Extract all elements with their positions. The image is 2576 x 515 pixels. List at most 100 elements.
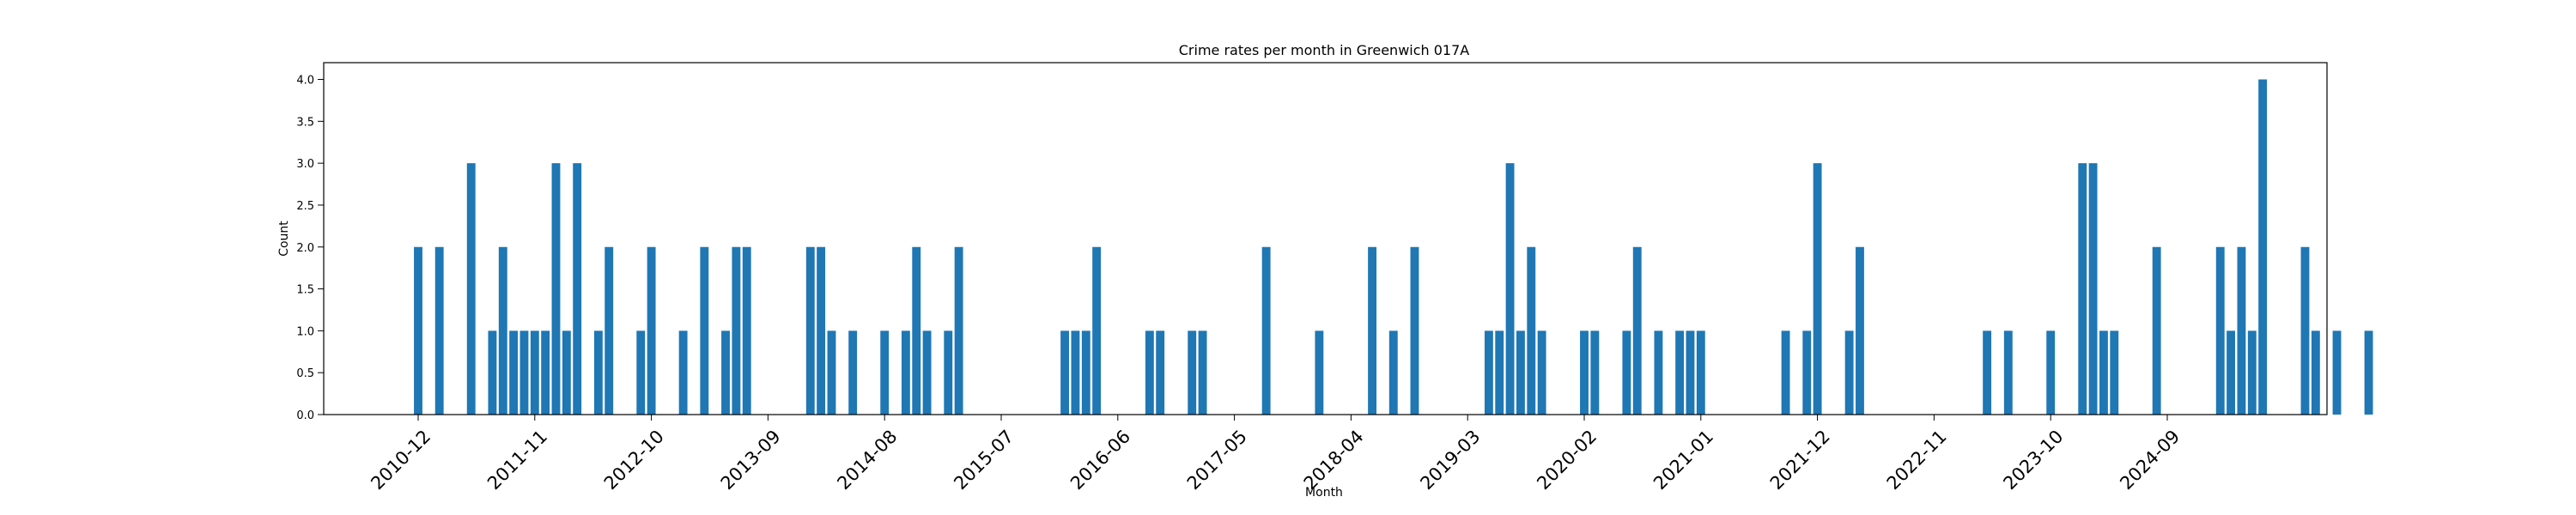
x-tick-label: 2017-05 — [1183, 426, 1251, 494]
bar — [2227, 330, 2236, 415]
bar — [1071, 330, 1080, 415]
bar — [2311, 330, 2320, 415]
bar — [1315, 330, 1324, 415]
bar — [817, 246, 826, 415]
bar — [2078, 163, 2087, 415]
x-tick-label: 2024-09 — [2116, 426, 2184, 494]
bar — [647, 246, 656, 415]
x-tick-label: 2015-07 — [950, 426, 1018, 494]
bar — [1696, 330, 1705, 415]
bar — [2088, 163, 2098, 415]
bar — [1484, 330, 1493, 415]
bar — [593, 330, 603, 415]
bar — [541, 330, 550, 415]
bar — [1622, 330, 1631, 415]
bar — [498, 246, 507, 415]
y-tick-label: 3.5 — [296, 116, 314, 129]
y-axis-label: Count — [277, 221, 291, 257]
chart-title: Crime rates per month in Greenwich 017A — [1179, 42, 1470, 58]
bar — [1156, 330, 1165, 415]
bar — [1527, 246, 1536, 415]
bar — [2300, 246, 2310, 415]
x-tick-label: 2022-11 — [1883, 426, 1951, 494]
bar — [1368, 246, 1377, 415]
x-tick-label: 2012-10 — [600, 426, 668, 494]
bar — [1516, 330, 1525, 415]
bar — [1654, 330, 1663, 415]
bar — [954, 246, 963, 415]
bar — [414, 246, 422, 415]
x-tick-label: 2021-12 — [1766, 426, 1834, 494]
bar — [1495, 330, 1504, 415]
x-tick-label: 2020-02 — [1533, 426, 1601, 494]
bar — [2099, 330, 2108, 415]
bar — [1198, 330, 1207, 415]
bar — [2247, 330, 2257, 415]
bar — [509, 330, 519, 415]
x-tick-label: 2018-04 — [1300, 426, 1368, 494]
bar — [1505, 163, 1515, 415]
x-tick-label: 2019-03 — [1416, 426, 1484, 494]
x-tick-label: 2016-06 — [1066, 426, 1134, 494]
bar — [678, 330, 688, 415]
bar — [605, 246, 614, 415]
bar — [1844, 330, 1854, 415]
y-tick-label: 1.5 — [296, 284, 314, 297]
bars-group — [414, 79, 2373, 415]
y-tick-label: 2.0 — [296, 242, 314, 255]
bar — [805, 246, 815, 415]
bar — [530, 330, 539, 415]
bar — [827, 330, 836, 415]
bar — [2110, 330, 2119, 415]
bar — [1081, 330, 1091, 415]
bar — [1856, 246, 1864, 415]
bar — [721, 330, 730, 415]
bar — [1686, 330, 1695, 415]
x-axis: 2010-12 2011-11 2012-10 2013-09 2014-08 2015-… — [367, 415, 2184, 494]
y-tick-label: 1.0 — [296, 325, 314, 338]
bar — [1632, 246, 1642, 415]
bar — [1813, 163, 1822, 415]
bar — [636, 330, 646, 415]
bar — [466, 163, 476, 415]
bar — [1675, 330, 1685, 415]
y-tick-label: 2.5 — [296, 200, 314, 213]
bar — [1537, 330, 1546, 415]
bar — [2364, 330, 2373, 415]
bar — [742, 246, 751, 415]
y-tick-label: 0.5 — [296, 367, 314, 380]
bar — [2046, 330, 2056, 415]
bar — [1188, 330, 1197, 415]
bar — [551, 163, 561, 415]
bar — [2003, 330, 2013, 415]
y-axis: 0.0 0.5 1.0 1.5 2.0 2.5 3.0 3.5 4.0 — [296, 75, 324, 422]
bar — [732, 246, 741, 415]
bar — [434, 246, 444, 415]
plot-frame — [323, 62, 2328, 415]
y-tick-label: 0.0 — [296, 409, 314, 422]
x-tick-label: 2011-11 — [483, 426, 551, 494]
bar — [1060, 330, 1070, 415]
bar — [901, 330, 910, 415]
bar — [1983, 330, 1992, 415]
bar — [1410, 246, 1419, 415]
bar — [2332, 330, 2342, 415]
bar — [2152, 246, 2161, 415]
x-tick-label: 2010-12 — [367, 426, 434, 494]
bar — [1590, 330, 1600, 415]
bar — [573, 163, 582, 415]
y-tick-label: 4.0 — [296, 75, 314, 88]
bar — [912, 246, 921, 415]
x-tick-label: 2023-10 — [1999, 426, 2067, 494]
bar — [1145, 330, 1154, 415]
x-tick-label: 2021-01 — [1649, 426, 1717, 494]
bar — [922, 330, 932, 415]
bar — [1261, 246, 1271, 415]
bar — [562, 330, 571, 415]
bar — [2258, 79, 2268, 415]
bar — [880, 330, 890, 415]
bar — [1781, 330, 1790, 415]
bar — [2215, 246, 2225, 415]
bar — [944, 330, 953, 415]
